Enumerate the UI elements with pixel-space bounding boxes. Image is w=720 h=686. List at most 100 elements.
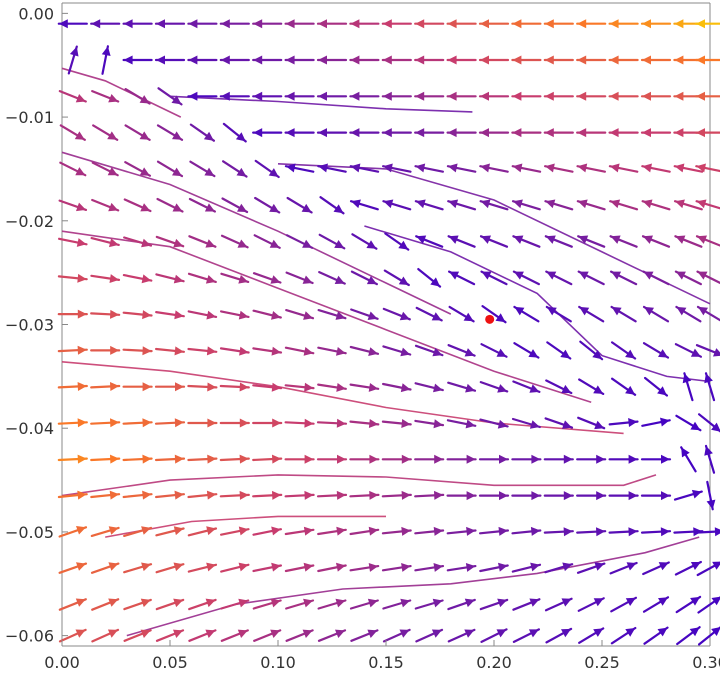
field-arrow bbox=[414, 128, 445, 138]
field-arrow bbox=[608, 454, 639, 464]
field-arrow bbox=[286, 234, 314, 249]
field-arrow bbox=[384, 232, 410, 251]
field-arrow bbox=[90, 490, 121, 500]
arrow-head bbox=[382, 128, 392, 138]
arrow-head bbox=[188, 91, 198, 101]
field-arrow bbox=[254, 196, 281, 214]
field-arrow bbox=[414, 199, 444, 211]
arrow-head bbox=[368, 419, 379, 428]
field-arrow bbox=[640, 454, 672, 464]
arrow-head bbox=[697, 271, 708, 280]
field-arrow bbox=[350, 308, 379, 320]
field-arrow bbox=[511, 491, 542, 501]
field-arrow bbox=[642, 305, 670, 323]
arrow-head bbox=[318, 55, 327, 65]
field-arrow bbox=[219, 55, 250, 65]
arrow-head bbox=[271, 346, 281, 356]
field-arrow bbox=[695, 163, 720, 173]
arrow-head bbox=[141, 238, 151, 248]
arrow-head bbox=[285, 163, 296, 173]
field-arrow bbox=[254, 159, 280, 179]
field-arrow bbox=[316, 128, 348, 138]
arrow-head bbox=[593, 598, 604, 607]
field-arrow bbox=[640, 128, 672, 138]
field-arrow bbox=[284, 55, 315, 65]
field-arrow bbox=[704, 444, 716, 474]
field-arrow bbox=[187, 91, 218, 101]
x-tick-label: 0.20 bbox=[476, 653, 512, 672]
arrow-head bbox=[318, 91, 327, 101]
arrow-head bbox=[110, 345, 120, 355]
arrow-head bbox=[237, 239, 248, 248]
x-ticks: 0.00 0.05 0.10 0.15 0.20 0.25 0.30 bbox=[44, 640, 720, 672]
field-arrow bbox=[253, 234, 281, 249]
arrow-head bbox=[174, 418, 184, 428]
field-arrow bbox=[349, 454, 380, 464]
arrow-head bbox=[205, 629, 216, 638]
field-arrow bbox=[578, 305, 605, 323]
arrow-head bbox=[383, 163, 393, 173]
arrow-head bbox=[239, 346, 249, 356]
field-arrow bbox=[124, 161, 151, 177]
field-arrow bbox=[675, 595, 702, 614]
field-arrow bbox=[220, 562, 250, 573]
arrow-head bbox=[76, 238, 87, 247]
arrow-head bbox=[285, 55, 295, 65]
arrow-head bbox=[304, 454, 314, 464]
field-arrow bbox=[154, 454, 186, 464]
arrow-head bbox=[141, 526, 151, 535]
field-arrow bbox=[252, 91, 283, 101]
arrow-head bbox=[449, 271, 460, 280]
field-arrow bbox=[694, 527, 720, 537]
arrow-head bbox=[335, 629, 345, 638]
field-arrow bbox=[610, 626, 637, 645]
arrow-head bbox=[109, 238, 119, 248]
arrow-head bbox=[75, 94, 86, 103]
field-arrow bbox=[156, 160, 184, 178]
arrow-head bbox=[383, 199, 394, 209]
field-arrow bbox=[382, 345, 412, 357]
field-arrow bbox=[610, 341, 637, 360]
arrow-head bbox=[141, 274, 152, 284]
arrow-head bbox=[447, 128, 457, 138]
field-arrow bbox=[642, 270, 670, 286]
field-arrow bbox=[382, 598, 412, 610]
field-arrow bbox=[349, 345, 380, 356]
arrow-head bbox=[139, 95, 150, 104]
arrow-head bbox=[563, 527, 573, 537]
arrow-head bbox=[432, 598, 443, 608]
field-arrow bbox=[349, 163, 380, 173]
field-arrow bbox=[57, 237, 88, 247]
field-arrow bbox=[155, 598, 185, 611]
field-arrow bbox=[414, 419, 445, 429]
arrow-head bbox=[704, 445, 713, 456]
field-arrow bbox=[576, 491, 607, 501]
arrow-head bbox=[206, 346, 217, 356]
field-arrow bbox=[318, 233, 346, 250]
field-arrow bbox=[479, 562, 509, 573]
arrow-head bbox=[366, 276, 377, 285]
field-arrow bbox=[511, 526, 542, 536]
arrow-head bbox=[690, 421, 701, 431]
field-arrow bbox=[381, 454, 412, 464]
streamline bbox=[169, 95, 473, 113]
arrow-head bbox=[77, 382, 87, 391]
arrow-head bbox=[368, 347, 378, 356]
arrow-head bbox=[696, 163, 706, 173]
field-arrow bbox=[641, 199, 671, 211]
arrow-head bbox=[563, 491, 573, 501]
arrow-head bbox=[434, 454, 444, 464]
field-arrow bbox=[155, 562, 185, 574]
arrow-head bbox=[447, 55, 457, 65]
field-arrow bbox=[543, 491, 574, 501]
field-arrow bbox=[479, 418, 509, 429]
field-arrow bbox=[576, 562, 606, 574]
field-arrow bbox=[478, 55, 510, 65]
arrow-head bbox=[368, 563, 379, 572]
arrow-head bbox=[303, 562, 314, 572]
field-arrow bbox=[90, 274, 121, 283]
arrow-head bbox=[238, 310, 249, 320]
field-arrow bbox=[610, 377, 637, 396]
field-arrow bbox=[674, 270, 703, 286]
